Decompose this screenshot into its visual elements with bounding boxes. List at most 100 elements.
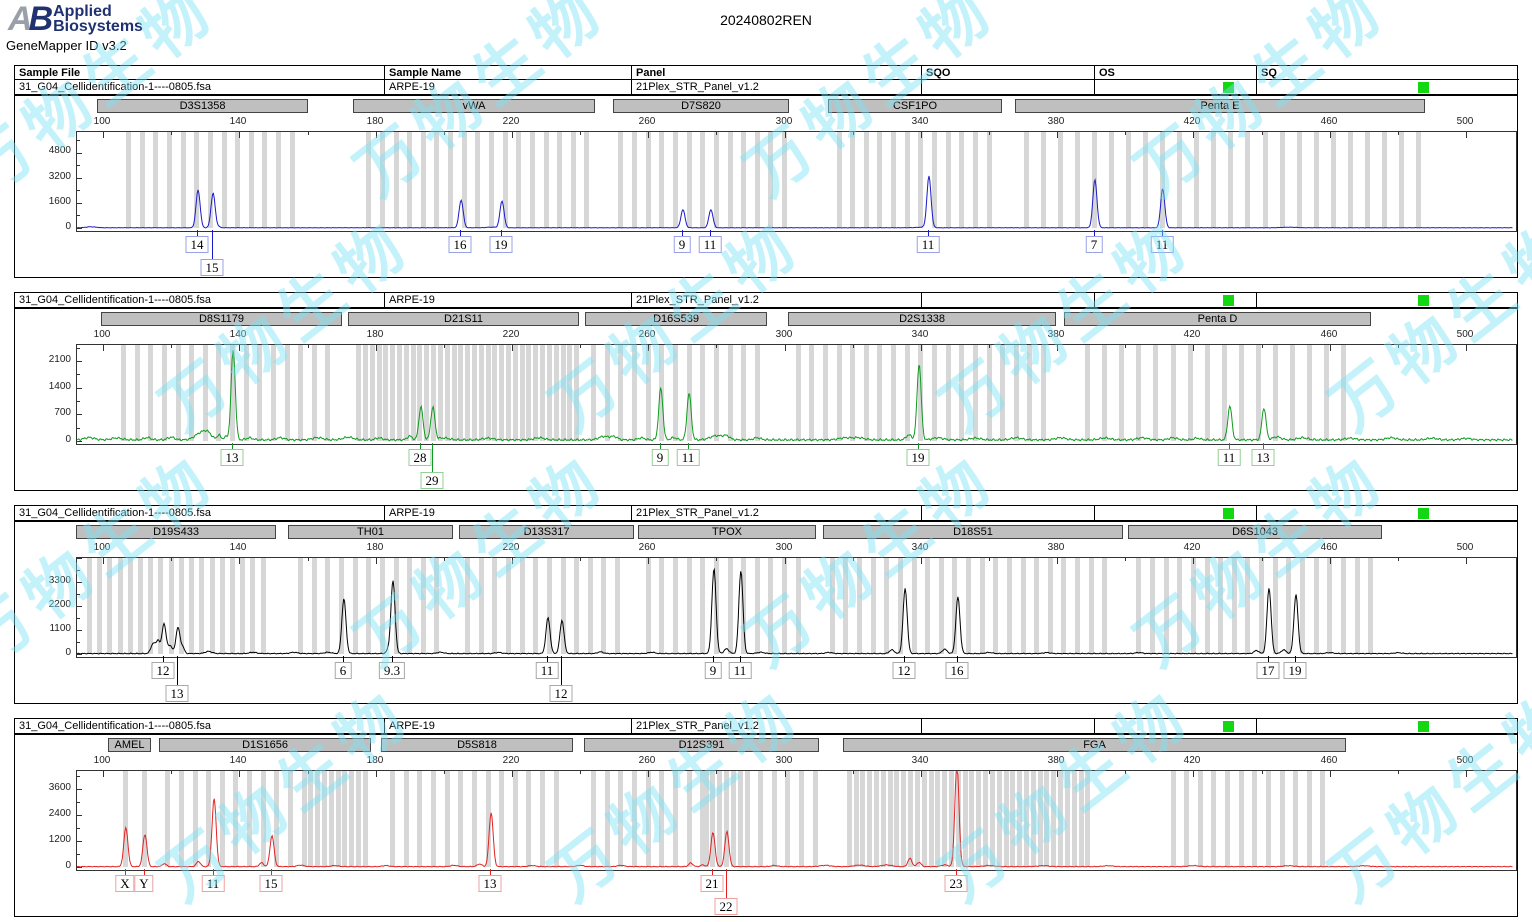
allele-label-D19S433-12[interactable]: 12	[151, 662, 175, 679]
sqo-cell[interactable]	[921, 719, 1094, 733]
allele-label-D16S539-11[interactable]: 11	[676, 449, 700, 466]
x-axis-tick-label: 260	[638, 755, 656, 766]
allele-bin-bar	[574, 558, 580, 654]
marker-label-D8S1179: D8S1179	[101, 312, 342, 326]
allele-label-CSF1PO-11[interactable]: 11	[916, 236, 940, 253]
sample-file-cell[interactable]: 31_G04_Cellidentification-1----0805.fsa	[19, 720, 211, 732]
allele-bin-bar	[785, 771, 791, 867]
allele-bin-bar	[478, 558, 484, 654]
allele-leader-line	[1295, 656, 1296, 662]
allele-label-D18S51-12[interactable]: 12	[892, 662, 916, 679]
allele-bin-bar	[166, 132, 172, 228]
sample-name-cell[interactable]: ARPE-19	[384, 293, 631, 307]
allele-label-D5S818-13[interactable]: 13	[478, 875, 502, 892]
allele-bin-bar	[325, 558, 331, 654]
allele-label-D3S1358-15[interactable]: 15	[200, 259, 224, 276]
allele-label-PentaE-11[interactable]: 11	[1150, 236, 1174, 253]
sample-name-cell[interactable]: ARPE-19	[384, 506, 631, 520]
x-axis-tick-label: 300	[775, 116, 793, 127]
x-axis-tick-mark	[1397, 771, 1399, 774]
allele-bin-bar	[120, 345, 126, 441]
sample-name-cell[interactable]: ARPE-19	[384, 719, 631, 733]
allele-bin-bar	[1064, 771, 1070, 867]
y-axis-tick-label: 3300	[48, 575, 71, 586]
os-cell[interactable]	[1094, 506, 1256, 520]
sqo-cell[interactable]	[921, 293, 1094, 307]
allele-label-D1S1656-11[interactable]: 11	[201, 875, 225, 892]
allele-bin-bar	[107, 558, 113, 654]
panel-cell[interactable]: 21Plex_STR_Panel_v1.2	[631, 506, 921, 520]
allele-bin-bar	[574, 345, 580, 441]
allele-label-D6S1043-19[interactable]: 19	[1283, 662, 1307, 679]
y-axis-tick-mark	[77, 558, 82, 559]
sqo-cell[interactable]	[921, 80, 1094, 94]
allele-label-D3S1358-14[interactable]: 14	[185, 236, 209, 253]
allele-bin-bar	[390, 771, 396, 867]
allele-label-PentaE-7[interactable]: 7	[1085, 236, 1103, 253]
allele-bin-bar	[1170, 771, 1176, 867]
allele-label-D19S433-13[interactable]: 13	[165, 685, 189, 702]
allele-label-D7S820-9[interactable]: 9	[673, 236, 691, 253]
allele-bin-bar	[935, 771, 941, 867]
allele-bin-bar	[546, 345, 552, 441]
x-axis-tick-mark	[103, 558, 104, 564]
allele-label-D7S820-11[interactable]: 11	[698, 236, 722, 253]
panel-cell[interactable]: 21Plex_STR_Panel_v1.2	[631, 80, 921, 94]
allele-bin-bar	[478, 345, 484, 441]
allele-bin-bar	[1075, 132, 1080, 228]
allele-label-TH01-6[interactable]: 6	[334, 662, 352, 679]
allele-label-FGA-23[interactable]: 23	[944, 875, 968, 892]
allele-bin-bar	[1381, 132, 1387, 228]
allele-label-D2S1338-19[interactable]: 19	[906, 449, 930, 466]
sq-cell[interactable]	[1256, 293, 1519, 307]
sqo-cell[interactable]	[921, 506, 1094, 520]
allele-label-TPOX-9[interactable]: 9	[704, 662, 722, 679]
allele-bin-bar	[867, 771, 873, 867]
allele-bin-bar	[276, 132, 281, 228]
allele-label-D18S51-16[interactable]: 16	[945, 662, 969, 679]
sample-file-cell[interactable]: 31_G04_Cellidentification-1----0805.fsa	[19, 294, 211, 306]
allele-label-D6S1043-17[interactable]: 17	[1256, 662, 1280, 679]
allele-bin-bar	[165, 771, 171, 867]
allele-label-PentaD-11[interactable]: 11	[1217, 449, 1241, 466]
allele-bin-bar	[717, 771, 723, 867]
allele-label-D13S317-12[interactable]: 12	[549, 685, 573, 702]
allele-leader-line	[343, 656, 344, 662]
allele-label-D12S391-21[interactable]: 21	[700, 875, 724, 892]
allele-label-AMEL-X[interactable]: X	[115, 875, 135, 892]
sample-file-cell[interactable]: 31_G04_Cellidentification-1----0805.fsa	[19, 81, 211, 93]
allele-label-D1S1656-15[interactable]: 15	[259, 875, 283, 892]
allele-leader-line	[1229, 443, 1230, 449]
os-cell[interactable]	[1094, 80, 1256, 94]
allele-label-TH01-9.3[interactable]: 9.3	[378, 662, 406, 679]
allele-label-AMEL-Y[interactable]: Y	[134, 875, 154, 892]
sq-cell[interactable]	[1256, 719, 1519, 733]
allele-label-D12S391-22[interactable]: 22	[714, 898, 738, 915]
x-axis-tick-mark	[307, 345, 309, 348]
panel-cell[interactable]: 21Plex_STR_Panel_v1.2	[631, 293, 921, 307]
os-cell[interactable]	[1094, 293, 1256, 307]
x-axis-tick-label: 140	[229, 542, 247, 553]
allele-bin-bar	[1340, 345, 1346, 441]
allele-label-D13S317-11[interactable]: 11	[535, 662, 559, 679]
sq-cell[interactable]	[1256, 80, 1519, 94]
x-axis-tick-mark	[1193, 558, 1195, 564]
x-axis-tick-mark	[307, 771, 309, 774]
allele-bin-bar	[1058, 132, 1063, 228]
panel-cell[interactable]: 21Plex_STR_Panel_v1.2	[631, 719, 921, 733]
allele-label-vWA-19[interactable]: 19	[489, 236, 513, 253]
allele-bin-bar	[972, 132, 978, 228]
sq-cell[interactable]	[1256, 506, 1519, 520]
allele-label-D16S539-9[interactable]: 9	[651, 449, 669, 466]
os-cell[interactable]	[1094, 719, 1256, 733]
allele-label-D21S11-28[interactable]: 28	[408, 449, 432, 466]
allele-label-D21S11-29[interactable]: 29	[420, 472, 444, 489]
sample-file-cell[interactable]: 31_G04_Cellidentification-1----0805.fsa	[19, 507, 211, 519]
allele-label-vWA-16[interactable]: 16	[448, 236, 472, 253]
allele-label-PentaD-13[interactable]: 13	[1251, 449, 1275, 466]
allele-bin-bar	[533, 345, 539, 441]
allele-label-TPOX-11[interactable]: 11	[728, 662, 752, 679]
allele-bin-bar	[560, 345, 566, 441]
allele-label-D8S1179-13[interactable]: 13	[220, 449, 244, 466]
sample-name-cell[interactable]: ARPE-19	[384, 80, 631, 94]
